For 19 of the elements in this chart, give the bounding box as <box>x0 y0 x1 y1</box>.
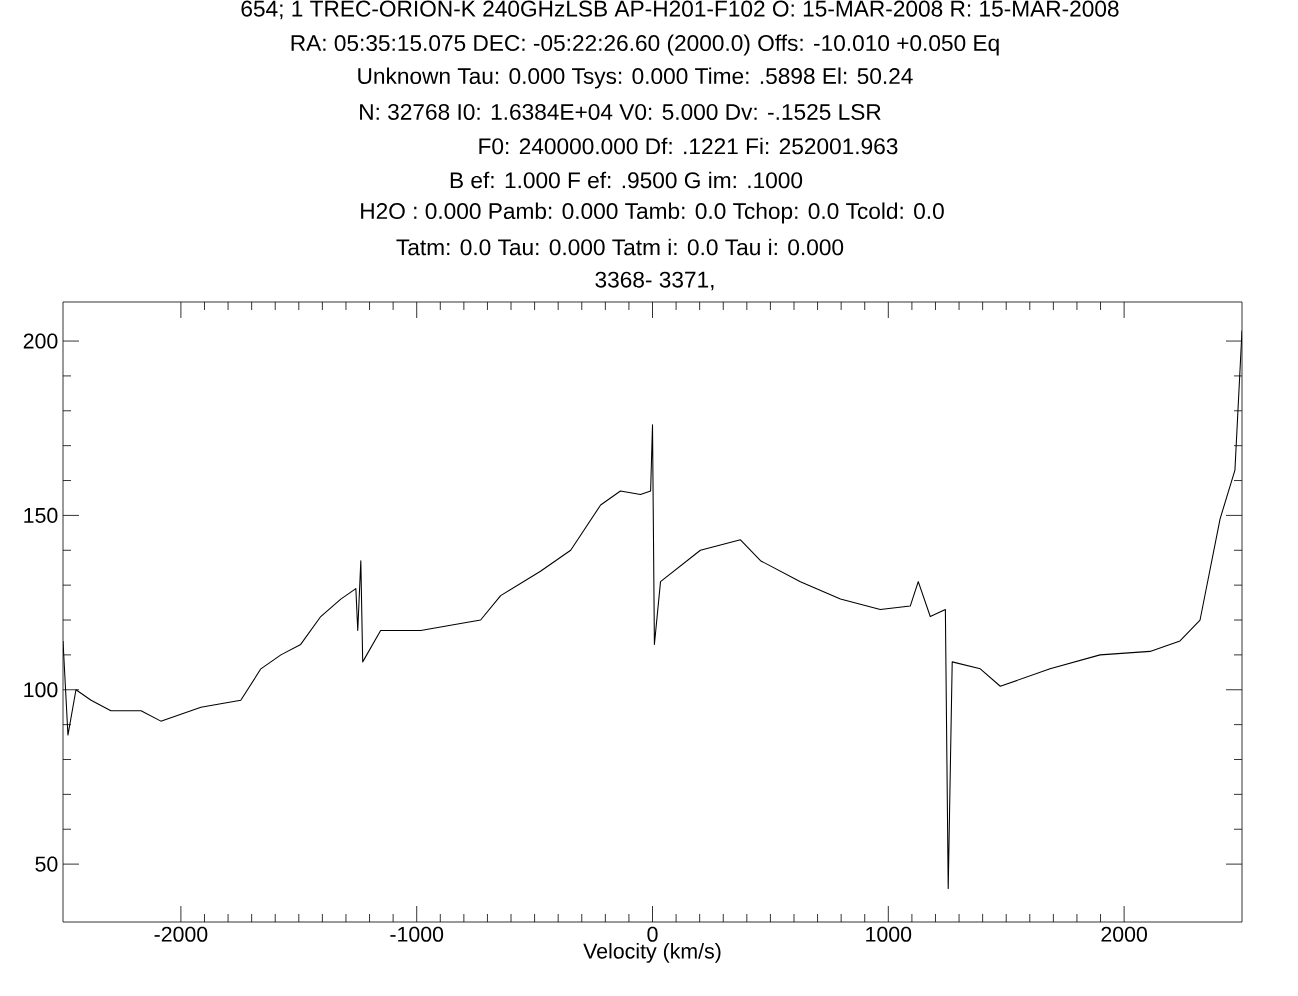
x-tick-label: -1000 <box>390 926 444 942</box>
y-tick-label: 50 <box>35 856 58 872</box>
y-tick-label: 100 <box>24 682 58 698</box>
text: RA: 05:35:15.075 DEC: -05:22:26.60 (2000.0) Offs: -10.010 +0.050 Eq <box>291 34 999 56</box>
x-tick-label: 0 <box>647 926 658 942</box>
x-tick-label: 2000 <box>1101 926 1147 942</box>
x-tick-label: 1000 <box>866 926 912 942</box>
y-tick-label: 150 <box>24 507 58 523</box>
text: F0: 240000.000 Df: .1221 Fi: 252001.963 <box>479 137 898 155</box>
y-tick-label: 200 <box>23 333 58 349</box>
text: H2O : 0.000 Pamb: 0.000 Tamb: 0.0 Tchop: 0.0 Tcold: 0.0 <box>361 202 944 224</box>
text: Tatm: 0.0 Tau: 0.000 Tatm i: 0.0 Tau i: 0.000 <box>396 238 844 256</box>
text: N: 32768 I0: 1.6384E+04 V0: 5.000 Dv: -.1525 LSR <box>360 103 881 121</box>
text: B ef: 1.000 F ef: .9500 G im: .1000 <box>450 171 803 189</box>
text: Unknown Tau: 0.000 Tsys: 0.000 Time: .5898 El: 50.24 <box>358 67 913 89</box>
x-axis-title: Velocity (km/s) <box>583 942 721 963</box>
text: 3368- 3371, <box>595 271 714 291</box>
x-tick-label: -2000 <box>154 926 208 942</box>
text: 654; 1 TREC-ORION-K 240GHzLSB AP-H201-F102 O: 15-MAR-2008 R: 15-MAR-2008 <box>241 0 1119 20</box>
